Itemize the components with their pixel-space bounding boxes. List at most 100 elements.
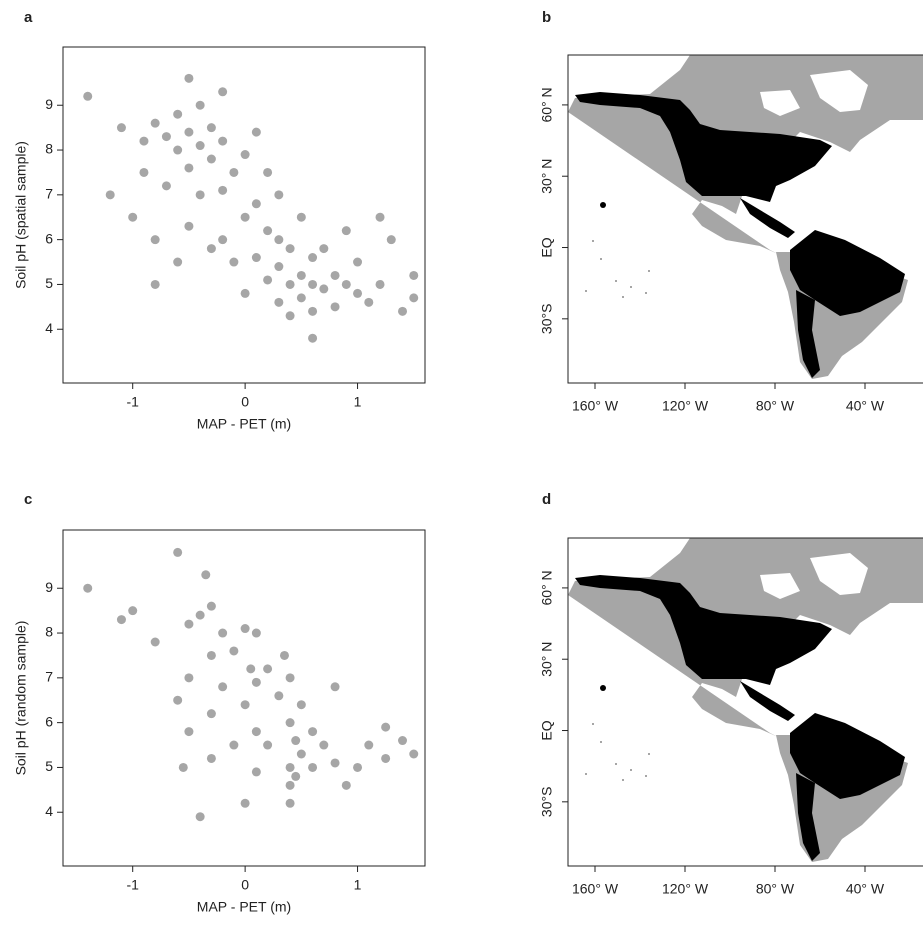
y-tick-label: 7 bbox=[45, 186, 53, 202]
point bbox=[263, 664, 273, 674]
y-tick-label: 4 bbox=[45, 320, 53, 336]
point bbox=[296, 293, 306, 303]
point bbox=[184, 619, 194, 629]
point bbox=[218, 136, 228, 146]
point bbox=[319, 284, 329, 294]
point bbox=[173, 257, 183, 267]
point bbox=[341, 226, 351, 236]
point bbox=[246, 664, 256, 674]
panel-letter: b bbox=[542, 9, 551, 26]
point bbox=[330, 758, 340, 768]
map-land bbox=[568, 538, 923, 862]
point bbox=[364, 740, 374, 750]
point bbox=[206, 650, 216, 660]
point bbox=[353, 762, 363, 772]
point bbox=[375, 212, 385, 222]
point bbox=[116, 123, 126, 133]
point bbox=[206, 709, 216, 719]
y-tick-label: 7 bbox=[45, 669, 53, 685]
point bbox=[150, 235, 160, 245]
point bbox=[150, 118, 160, 128]
point bbox=[274, 262, 284, 272]
panel-letter: a bbox=[24, 9, 33, 26]
x-tick-label: 0 bbox=[241, 877, 249, 893]
point bbox=[201, 570, 211, 580]
y-tick-label: 6 bbox=[45, 713, 53, 729]
point bbox=[150, 279, 160, 289]
point bbox=[308, 762, 318, 772]
point bbox=[161, 132, 171, 142]
point bbox=[409, 749, 419, 759]
point bbox=[274, 691, 284, 701]
point bbox=[229, 257, 239, 267]
point bbox=[184, 727, 194, 737]
point bbox=[206, 601, 216, 611]
y-tick-label: 30°S bbox=[539, 304, 555, 335]
point bbox=[251, 253, 261, 263]
point bbox=[178, 762, 188, 772]
point bbox=[139, 136, 149, 146]
point bbox=[206, 154, 216, 164]
point bbox=[308, 253, 318, 263]
point bbox=[240, 798, 250, 808]
point bbox=[251, 199, 261, 209]
y-tick-label: 8 bbox=[45, 624, 53, 640]
point bbox=[398, 736, 408, 746]
x-tick-label: 120° W bbox=[662, 881, 709, 897]
point bbox=[184, 127, 194, 137]
point bbox=[195, 100, 205, 110]
point bbox=[240, 700, 250, 710]
point bbox=[409, 293, 419, 303]
point bbox=[240, 624, 250, 634]
point bbox=[206, 753, 216, 763]
point bbox=[409, 270, 419, 280]
point bbox=[229, 167, 239, 177]
point bbox=[296, 212, 306, 222]
y-tick-label: EQ bbox=[539, 237, 555, 257]
point bbox=[308, 306, 318, 316]
point bbox=[195, 812, 205, 822]
point bbox=[308, 333, 318, 343]
point bbox=[184, 73, 194, 83]
point bbox=[83, 583, 93, 593]
y-tick-label: 8 bbox=[45, 141, 53, 157]
point bbox=[274, 297, 284, 307]
point bbox=[381, 722, 391, 732]
point bbox=[184, 221, 194, 231]
point bbox=[229, 646, 239, 656]
point bbox=[195, 141, 205, 151]
point bbox=[263, 226, 273, 236]
x-tick-label: 40° W bbox=[846, 398, 885, 414]
point bbox=[161, 181, 171, 191]
point bbox=[274, 235, 284, 245]
point bbox=[291, 771, 301, 781]
point bbox=[240, 150, 250, 160]
point bbox=[263, 740, 273, 750]
point bbox=[218, 87, 228, 97]
point bbox=[251, 727, 261, 737]
y-tick-label: 6 bbox=[45, 230, 53, 246]
point bbox=[279, 650, 289, 660]
point bbox=[291, 736, 301, 746]
y-tick-label: 9 bbox=[45, 96, 53, 112]
point bbox=[218, 185, 228, 195]
x-tick-label: 160° W bbox=[572, 881, 619, 897]
point bbox=[105, 190, 115, 200]
point bbox=[195, 190, 205, 200]
y-tick-label: 30°S bbox=[539, 787, 555, 818]
point bbox=[139, 167, 149, 177]
x-tick-label: 1 bbox=[354, 877, 362, 893]
point bbox=[386, 235, 396, 245]
point bbox=[173, 547, 183, 557]
point bbox=[330, 270, 340, 280]
point bbox=[206, 123, 216, 133]
point bbox=[173, 695, 183, 705]
y-tick-label: 30° N bbox=[539, 159, 555, 194]
x-tick-label: 160° W bbox=[572, 398, 619, 414]
point bbox=[251, 767, 261, 777]
x-tick-label: 0 bbox=[241, 394, 249, 410]
point bbox=[251, 677, 261, 687]
point bbox=[285, 279, 295, 289]
point bbox=[308, 279, 318, 289]
y-tick-label: 5 bbox=[45, 275, 53, 291]
